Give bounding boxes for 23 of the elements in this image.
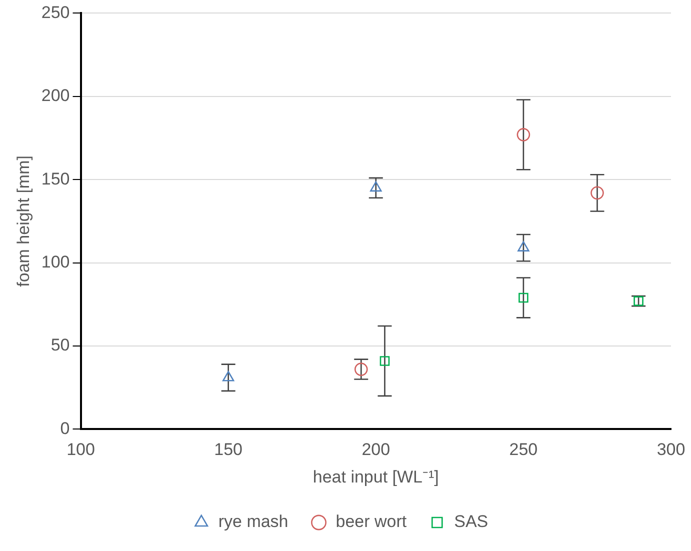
y-tick-label: 100 xyxy=(41,252,70,272)
x-axis-title: heat input [WL⁻¹] xyxy=(312,467,439,486)
legend-label: beer wort xyxy=(336,512,407,532)
y-tick-label: 0 xyxy=(60,418,70,438)
y-tick-label: 250 xyxy=(41,2,70,22)
y-tick-label: 50 xyxy=(50,336,70,355)
x-tick-label: 250 xyxy=(509,440,538,460)
point xyxy=(590,186,604,200)
y-tick-label: 200 xyxy=(41,86,70,106)
point xyxy=(380,356,390,366)
legend-label: SAS xyxy=(454,512,488,532)
point xyxy=(370,181,382,192)
x-tick-label: 200 xyxy=(362,440,390,460)
y-tick-label: 150 xyxy=(41,169,70,188)
legend-label: rye mash xyxy=(218,512,288,532)
y-axis-title: foam height [mm] xyxy=(14,156,33,287)
x-tick-label: 150 xyxy=(214,440,243,460)
point xyxy=(222,370,234,382)
point xyxy=(516,128,530,142)
point xyxy=(518,241,530,252)
point xyxy=(518,292,528,303)
x-tick-label: 100 xyxy=(66,440,95,460)
x-tick-label: 300 xyxy=(656,440,686,460)
